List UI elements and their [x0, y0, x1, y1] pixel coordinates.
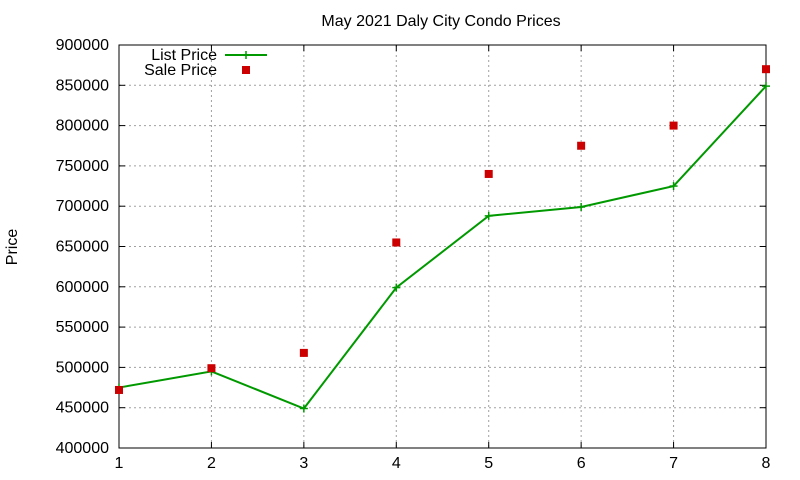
series-list-price	[115, 82, 770, 413]
sale-price-point	[669, 121, 678, 130]
legend-label: List Price	[151, 47, 217, 64]
x-tick-label: 4	[392, 455, 401, 472]
list-price-point	[577, 203, 586, 212]
series-sale-price	[115, 65, 770, 394]
y-tick-label: 700000	[56, 198, 109, 215]
sale-price-point	[299, 348, 308, 357]
y-tick-label: 450000	[56, 400, 109, 417]
list-price-point	[299, 404, 308, 413]
x-tick-label: 7	[669, 455, 678, 472]
y-tick-label: 550000	[56, 319, 109, 336]
sale-price-point	[115, 385, 123, 394]
sale-price-point	[207, 364, 216, 373]
y-tick-label: 800000	[56, 118, 109, 135]
x-tick-label: 2	[207, 455, 216, 472]
y-tick-label: 500000	[56, 359, 109, 376]
legend-plus-swatch	[242, 51, 250, 59]
legend-label: Sale Price	[144, 62, 217, 79]
sale-price-point	[577, 141, 586, 150]
list-price-point	[392, 283, 401, 292]
y-tick-label: 400000	[56, 440, 109, 457]
sale-price-point	[484, 169, 493, 178]
list-price-line	[118, 85, 767, 410]
grid	[119, 45, 766, 448]
axes: 1 2 3 4 5 6 7 8 400000 450000 500000 550000 600000 65…	[56, 37, 771, 472]
x-tick-label: 1	[115, 455, 124, 472]
series-layer	[115, 65, 770, 413]
x-tick-label: 6	[577, 455, 586, 472]
y-tick-label: 900000	[56, 37, 109, 54]
x-tick-label: 5	[484, 455, 493, 472]
list-price-point	[762, 82, 770, 91]
x-tick-label: 8	[762, 455, 771, 472]
plot-border	[118, 44, 767, 449]
sale-price-point	[762, 65, 770, 74]
y-tick-label: 850000	[56, 77, 109, 94]
legend-square-swatch	[242, 66, 250, 74]
y-tick-label: 750000	[56, 158, 109, 175]
list-price-point	[669, 182, 678, 191]
list-price-point	[484, 211, 493, 220]
chart-title: May 2021 Daly City Condo Prices	[321, 13, 560, 30]
sale-price-point	[392, 238, 401, 247]
x-tick-label: 3	[299, 455, 308, 472]
y-tick-label: 650000	[56, 239, 109, 256]
y-axis-label: Price	[4, 229, 21, 266]
y-tick-label: 600000	[56, 279, 109, 296]
